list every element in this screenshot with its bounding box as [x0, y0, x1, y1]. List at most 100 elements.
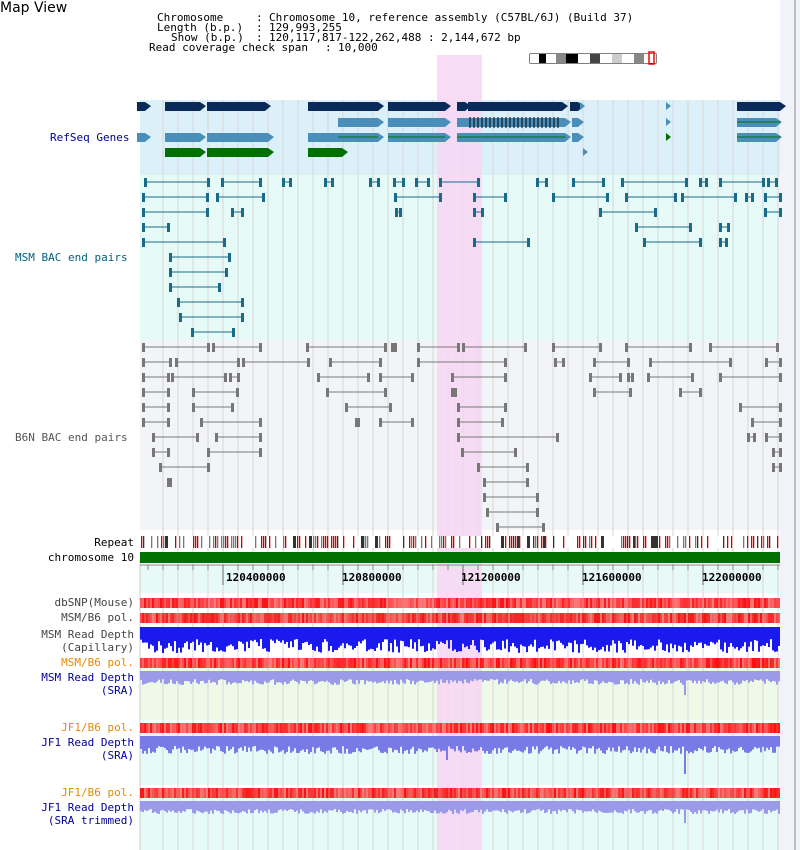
b6n-bac-pair-end	[504, 358, 507, 367]
jf1-sra-depth-bar	[740, 736, 742, 747]
jf1-sra-depth-bar	[544, 736, 546, 748]
msm-capillary-depth-bar	[416, 627, 418, 652]
jf1-b6-pol-cell	[706, 723, 708, 733]
jf1-b6-pol-cell	[336, 723, 338, 733]
jf1-sra-depth-bar	[478, 736, 480, 751]
jf1-b6-pol-2-cell	[630, 788, 632, 798]
msm-capillary-depth-bar	[612, 627, 614, 641]
msm-capillary-depth-bar	[220, 627, 222, 651]
msm-capillary-depth-bar	[344, 627, 346, 649]
msm-b6-pol-2-cell	[468, 658, 470, 668]
jf1-trim-depth-bar	[754, 801, 756, 810]
msm-capillary-depth-bar	[682, 627, 684, 653]
msm-sra-depth-bar	[570, 671, 572, 685]
msm-capillary-depth-bar	[644, 627, 646, 650]
jf1-sra-depth-bar	[748, 736, 750, 753]
msm-sra-depth-bar	[332, 671, 334, 685]
b6n-bac-pair-end	[457, 343, 460, 352]
dbsnp-cell	[694, 598, 696, 608]
msm-b6-pol-2-cell	[488, 658, 490, 668]
msm-b6-pol-cell	[214, 613, 216, 623]
msm-capillary-depth-bar	[466, 627, 468, 647]
jf1-b6-pol-cell	[332, 723, 334, 733]
jf1-trim-depth-bar	[702, 801, 704, 811]
msm-b6-pol-cell	[248, 613, 250, 623]
dbsnp-cell	[240, 598, 242, 608]
msm-sra-depth-bar	[408, 671, 410, 681]
jf1-sra-depth-bar	[712, 736, 714, 748]
dbsnp-cell	[498, 598, 500, 608]
jf1-trim-depth-bar	[154, 801, 156, 812]
jf1-b6-pol-2-cell	[264, 788, 266, 798]
jf1-trim-depth-bar	[228, 801, 230, 813]
jf1-b6-pol-2-cell	[558, 788, 560, 798]
jf1-b6-pol-cell	[190, 723, 192, 733]
b6n-bac-pair-end	[462, 343, 465, 352]
msm-capillary-depth-bar	[776, 627, 778, 652]
track-label-b6n-bac[interactable]: B6N BAC end pairs	[15, 431, 128, 444]
msm-b6-pol-cell	[664, 613, 666, 623]
jf1-b6-pol-2-cell	[704, 788, 706, 798]
msm-b6-pol-2-cell	[628, 658, 630, 668]
dbsnp-cell	[686, 598, 688, 608]
jf1-sra-depth-bar	[450, 736, 452, 749]
msm-sra-depth-bar	[298, 671, 300, 684]
msm-b6-pol-cell	[602, 613, 604, 623]
msm-b6-pol-2-cell	[424, 658, 426, 668]
msm-capillary-depth-bar	[684, 627, 686, 643]
jf1-trim-depth-bar	[166, 801, 168, 813]
msm-capillary-depth-bar	[410, 627, 412, 640]
msm-b6-pol-2-cell	[140, 658, 142, 668]
msm-b6-pol-2-cell	[458, 658, 460, 668]
msm-bac-pair-end	[654, 208, 657, 217]
msm-b6-pol-cell	[642, 613, 644, 623]
msm-sra-depth-bar	[728, 671, 730, 681]
dbsnp-cell	[520, 598, 522, 608]
msm-b6-pol-2-cell	[270, 658, 272, 668]
msm-sra-depth-bar	[452, 671, 454, 682]
jf1-sra-depth-bar	[582, 736, 584, 747]
track-label-msm-bac[interactable]: MSM BAC end pairs	[15, 251, 128, 264]
jf1-b6-pol-2-cell	[580, 788, 582, 798]
msm-b6-pol-cell	[300, 613, 302, 623]
jf1-b6-pol-2-cell	[760, 788, 762, 798]
jf1-trim-depth-bar	[758, 801, 760, 812]
msm-b6-pol-2-cell	[322, 658, 324, 668]
msm-b6-pol-2-cell	[478, 658, 480, 668]
jf1-sra-depth-bar	[448, 736, 450, 747]
jf1-trim-depth-bar	[752, 801, 754, 810]
jf1-b6-pol-2-cell	[586, 788, 588, 798]
msm-b6-pol-2-cell	[684, 658, 686, 668]
jf1-b6-pol-cell	[756, 723, 758, 733]
track-label-refseq[interactable]: RefSeq Genes	[50, 131, 130, 144]
jf1-b6-pol-cell	[392, 723, 394, 733]
repeat-element	[747, 536, 749, 548]
jf1-trim-depth-bar	[584, 801, 586, 812]
ideogram-band	[539, 54, 546, 63]
jf1-b6-pol-2-cell	[288, 788, 290, 798]
jf1-b6-pol-cell	[350, 723, 352, 733]
msm-b6-pol-cell	[632, 613, 634, 623]
jf1-b6-pol-2-cell	[230, 788, 232, 798]
msm-b6-pol-cell	[356, 613, 358, 623]
msm-sra-depth-bar	[304, 671, 306, 682]
jf1-b6-pol-cell	[170, 723, 172, 733]
dbsnp-cell	[184, 598, 186, 608]
jf1-sra-depth-bar	[706, 736, 708, 753]
msm-b6-pol-2-cell	[512, 658, 514, 668]
msm-b6-pol-2-cell	[306, 658, 308, 668]
jf1-trim-depth-bar	[430, 801, 432, 814]
msm-capillary-depth-bar	[352, 627, 354, 650]
jf1-b6-pol-cell	[424, 723, 426, 733]
dbsnp-cell	[268, 598, 270, 608]
msm-bac-pair-end	[289, 178, 292, 187]
msm-b6-pol-cell	[762, 613, 764, 623]
jf1-b6-pol-cell	[628, 723, 630, 733]
dbsnp-cell	[170, 598, 172, 608]
msm-capillary-depth-bar	[156, 627, 158, 651]
msm-sra-depth-bar	[256, 671, 258, 683]
msm-b6-pol-2-cell	[442, 658, 444, 668]
repeat-element	[511, 536, 513, 548]
msm-bac-pair-end	[621, 178, 624, 187]
